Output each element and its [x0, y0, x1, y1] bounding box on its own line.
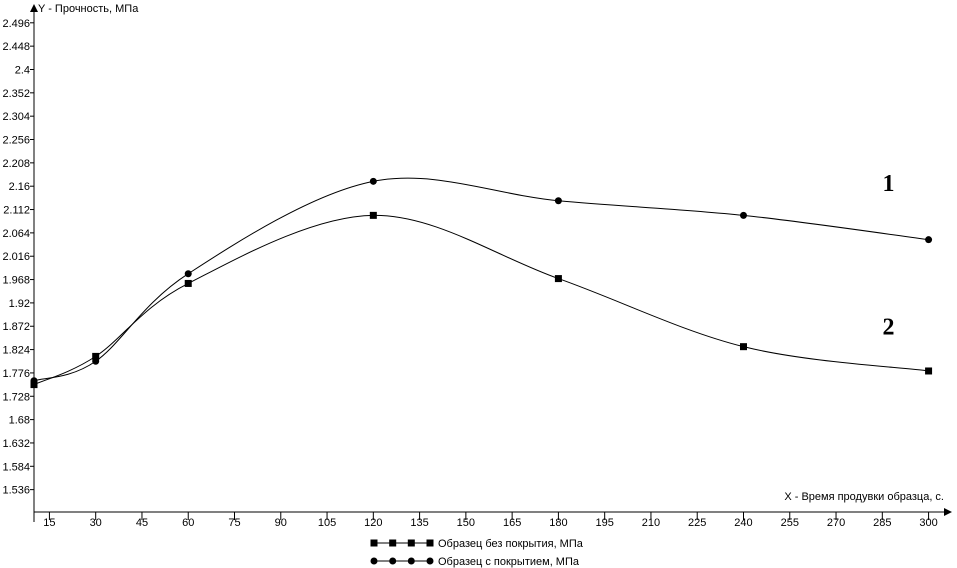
data-point-square	[92, 352, 100, 360]
y-tick-label: 2.4	[15, 64, 30, 76]
x-tick-label: 270	[827, 517, 845, 529]
data-point-circle	[92, 357, 100, 365]
y-tick-label: 2.496	[2, 18, 30, 30]
curve-number-label: 1	[882, 171, 894, 197]
y-tick-label: 1.68	[9, 415, 30, 427]
y-tick-label: 2.064	[2, 228, 30, 240]
legend-marker-square	[389, 539, 397, 547]
series-line-1	[33, 214, 929, 386]
y-tick-label: 1.632	[2, 438, 30, 450]
x-tick-label: 165	[503, 517, 521, 529]
x-tick-label: 150	[457, 517, 475, 529]
data-point-square	[739, 343, 747, 351]
curves	[33, 177, 929, 386]
y-tick-label: 2.256	[2, 135, 30, 147]
y-tick-label: 1.728	[2, 391, 30, 403]
y-tick-label: 1.92	[9, 298, 30, 310]
x-tick-label: 30	[90, 517, 102, 529]
y-axis-arrow	[30, 4, 38, 12]
y-tick-label: 2.112	[3, 205, 30, 217]
x-tick-label: 90	[275, 517, 287, 529]
legend-marker-square	[370, 539, 378, 547]
y-tick-label: 2.304	[2, 111, 30, 123]
x-axis-arrow	[944, 508, 952, 516]
legend-marker-circle	[370, 557, 378, 565]
x-tick-label: 180	[549, 517, 567, 529]
data-point-square	[554, 275, 562, 283]
x-tick-label: 75	[228, 517, 240, 529]
legend: Образец без покрытия, МПа Образец с покры…	[370, 538, 584, 568]
y-tick-label: 2.208	[2, 158, 30, 170]
x-tick-label: 135	[410, 517, 428, 529]
x-tick-label: 60	[182, 517, 194, 529]
y-tick-label: 1.968	[2, 275, 30, 287]
curve-annotations: 12	[882, 171, 894, 340]
x-tick-label: 300	[919, 517, 937, 529]
curve-number-label: 2	[882, 315, 894, 341]
data-point-square	[184, 279, 192, 287]
y-tick-label: 1.776	[2, 368, 30, 380]
data-point-square	[369, 211, 377, 219]
x-tick-label: 255	[781, 517, 799, 529]
legend-label-2: Образец с покрытием, МПа	[438, 556, 580, 568]
y-tick-label: 1.824	[2, 345, 30, 357]
data-point-circle	[369, 177, 377, 185]
tick-marks: 2.496 2.448 2.4 2.352 2.304 2.256 2.208 2.16 2.1…	[2, 18, 937, 529]
legend-label-1: Образец без покрытия, МПа	[438, 538, 584, 550]
legend-marker-square	[407, 539, 415, 547]
y-tick-label: 2.448	[2, 41, 30, 53]
data-point-circle	[184, 270, 192, 278]
y-tick-label: 2.352	[2, 88, 30, 100]
legend-marker-circle	[389, 557, 397, 565]
legend-marker-square	[426, 539, 434, 547]
x-axis-title: X - Время продувки образца, с.	[784, 491, 944, 503]
x-tick-label: 195	[595, 517, 613, 529]
y-tick-label: 2.16	[9, 181, 30, 193]
legend-marker-circle	[426, 557, 434, 565]
legend-marker-circle	[407, 557, 415, 565]
data-point-circle	[925, 236, 933, 244]
axes: Y - Прочность, МПа X - Время продувки обр…	[30, 3, 952, 522]
x-tick-label: 105	[318, 517, 336, 529]
y-tick-label: 2.016	[2, 251, 30, 263]
x-tick-label: 45	[136, 517, 148, 529]
data-point-circle	[554, 197, 562, 205]
x-tick-label: 240	[734, 517, 752, 529]
y-tick-label: 1.536	[2, 485, 30, 497]
x-tick-label: 225	[688, 517, 706, 529]
data-markers	[30, 177, 933, 389]
data-point-square	[925, 367, 933, 375]
x-tick-label: 120	[364, 517, 382, 529]
data-point-circle	[739, 211, 747, 219]
y-axis-title: Y - Прочность, МПа	[38, 3, 139, 15]
x-tick-label: 285	[873, 517, 891, 529]
x-tick-label: 15	[43, 517, 55, 529]
series-line-2	[33, 177, 929, 382]
y-tick-label: 1.872	[2, 321, 30, 333]
y-tick-label: 1.584	[2, 461, 30, 473]
x-tick-label: 210	[642, 517, 660, 529]
data-point-square	[30, 381, 38, 389]
data-point-circle	[30, 377, 38, 385]
